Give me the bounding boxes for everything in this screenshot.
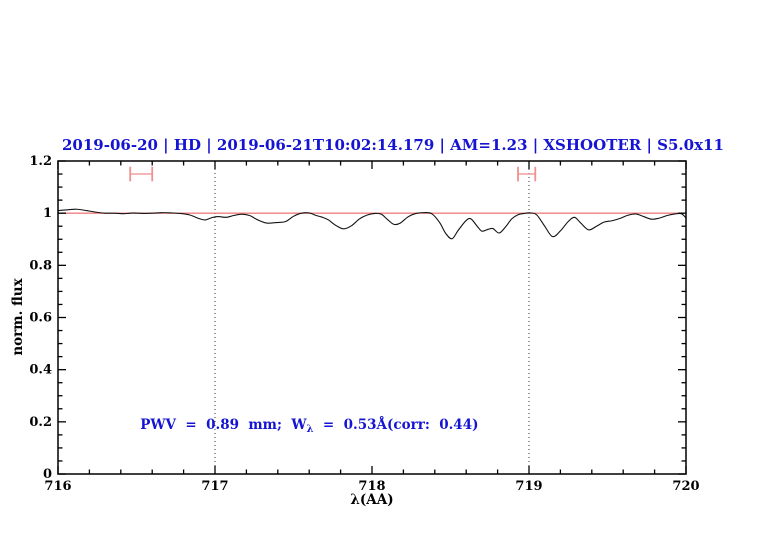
x-tick-label: 717 bbox=[201, 479, 228, 494]
x-axis-label: λ(AA) bbox=[350, 492, 393, 508]
x-tick-label: 720 bbox=[672, 479, 699, 494]
y-tick-label: 0.6 bbox=[29, 311, 52, 326]
pwv-annotation-text-post: = 0.53Å(corr: 0.44) bbox=[314, 417, 479, 433]
y-tick-label: 1 bbox=[43, 206, 52, 221]
x-tick-label: 716 bbox=[44, 479, 71, 494]
y-axis-label: norm. flux bbox=[10, 277, 26, 355]
x-tick-label: 718 bbox=[358, 479, 385, 494]
ticks-layer bbox=[57, 160, 687, 475]
data-layer bbox=[57, 166, 687, 240]
y-tick-label: 0.4 bbox=[29, 363, 52, 378]
tick-labels-layer: 716 717 718 719 720 0 0.2 0.4 0.6 0.8 1 1.2 bbox=[29, 154, 699, 494]
pwv-annotation-text: PWV = 0.89 mm; W bbox=[140, 417, 307, 433]
spectrum-line bbox=[57, 208, 687, 240]
y-tick-label: 0.2 bbox=[29, 415, 52, 430]
plot-title: 2019-06-20 | HD | 2019-06-21T10:02:14.17… bbox=[62, 136, 724, 154]
y-tick-label: 0 bbox=[43, 467, 52, 482]
pwv-annotation: PWV = 0.89 mm; Wλ = 0.53Å(corr: 0.44) bbox=[140, 417, 478, 435]
x-tick-label: 719 bbox=[515, 479, 542, 494]
y-tick-label: 1.2 bbox=[29, 154, 52, 169]
y-tick-label: 0.8 bbox=[29, 258, 52, 273]
lambda-subscript: λ bbox=[307, 424, 314, 435]
